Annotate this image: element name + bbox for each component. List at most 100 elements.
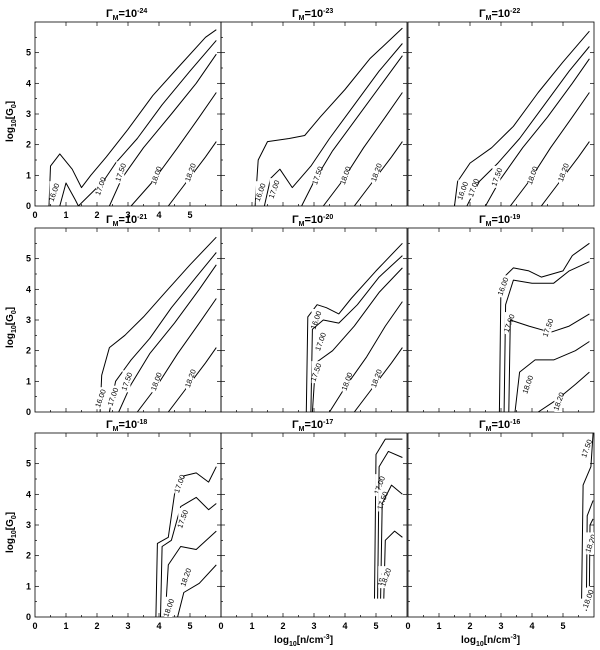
contour-line-18-20 [540,141,590,206]
contour-line-18-00 [136,298,217,412]
contour-line-17-00 [466,46,590,206]
contour-label-bg [116,161,125,184]
contour-line-17-50 [160,496,217,617]
panel-9: ΓM=10-160 1 2 3 4 5log10[n/cm-3]17.5018.0018.… [405,419,596,648]
contour-label-bg [378,489,387,512]
contour-label-bg [458,179,467,202]
plot-frame [220,432,408,618]
contour-line-17-50 [108,53,217,206]
y-tick-label: 1 [26,170,31,180]
contour-label: 17.00 [106,386,121,407]
contour-label: 18.20 [556,162,571,183]
contour-label-bg [342,370,351,393]
x-tick-label: 2 [94,621,99,631]
y-tick-label: 4 [26,78,31,88]
contour-label-bg [586,532,594,555]
contour-label-bg [255,181,264,204]
x-tick-label: 3 [125,210,130,220]
contour-line-17-00 [374,438,403,599]
contour-line-18-00 [585,500,594,611]
x-tick-label: 5 [187,621,192,631]
panel-title: ΓM=10-19 [479,214,520,228]
x-tick-label: 1 [436,621,441,631]
panel-title: ΓM=10-18 [106,419,147,433]
contour-label-bg [151,164,160,187]
contour-label: 17.50 [175,509,190,530]
contour-line-18-00 [130,92,217,206]
y-tick-label: 5 [26,459,31,469]
contour-label-bg [504,312,513,335]
contour-label: 17.50 [541,317,556,338]
contour-label-bg [372,161,380,184]
y-tick-label: 5 [26,254,31,264]
x-tick-label: 0 [405,621,410,631]
contour-label: 18.00 [525,165,540,186]
contour-label-bg [122,370,131,393]
panel-title: ΓM=10-16 [479,419,520,433]
contour-line-18-20 [167,347,217,412]
contour-line-17-00 [59,40,217,206]
contour-label-bg [313,164,322,187]
x-tick-label: 1 [249,621,254,631]
panel-6: ΓM=10-19 16.00 17.00 17.50 18.00 18.20 [407,214,595,413]
contour-label-bg [96,175,105,198]
contour-label-bg [96,387,105,410]
contour-line-18-00 [380,484,403,599]
x-tick-label: 3 [125,621,130,631]
y-tick-label: 2 [26,140,31,150]
contour-line-18-20 [167,141,217,206]
x-tick-label: 5 [187,210,192,220]
contour-label: 17.00 [93,176,108,197]
contour-line-18-20 [353,141,403,206]
contour-line-16-00 [454,30,590,206]
contour-label: 17.50 [119,371,134,392]
contour-line-18-00 [164,530,217,617]
x-tick-label: 4 [342,621,347,631]
contour-line-17-00 [503,261,590,412]
x-tick-label: 4 [529,621,534,631]
contour-line-17-00 [263,43,403,206]
y-tick-label: 2 [26,551,31,561]
plot-frame [407,432,595,618]
panel-title: ΓM=10-17 [292,419,333,433]
x-tick-label: 5 [560,621,565,631]
contour-label-bg [469,176,478,199]
y-tick-label: 4 [26,284,31,294]
panel-title: ΓM=10-23 [292,8,333,22]
x-axis-label: log10[n/cm-3] [274,634,333,648]
contour-label-bg [269,178,278,201]
contour-line-18-00 [509,92,590,206]
contour-line-18-20 [353,347,403,412]
x-axis-label: log10[n/cm-3] [461,634,520,648]
contour-label-bg [583,587,592,610]
x-tick-label: 1 [63,621,68,631]
contour-label-bg [164,596,173,617]
contour-label-bg [186,367,194,390]
y-tick-label: 3 [26,520,31,530]
contour-label-bg [582,437,591,460]
contour-label: 18.00 [581,588,596,609]
x-tick-label: 4 [156,621,161,631]
contour-label: 17.50 [309,362,324,383]
y-tick-label: 0 [26,407,31,417]
panel-title: ΓM=10-20 [292,214,333,228]
x-tick-label: 2 [280,621,285,631]
contour-label: 18.20 [183,162,198,183]
x-tick-label: 3 [498,621,503,631]
contour-line-18-20 [588,518,594,587]
panel-title: ΓM=10-22 [479,8,520,22]
y-tick-label: 1 [26,376,31,386]
contour-label-bg [341,164,349,187]
panel-title: ΓM=10-24 [106,8,147,22]
y-axis-label: log10[G0] [5,307,18,348]
contour-label-bg [523,373,532,396]
contour-label: 18.00 [340,371,355,392]
y-tick-label: 3 [26,109,31,119]
contour-label-bg [554,390,563,412]
x-tick-label: 0 [32,621,37,631]
